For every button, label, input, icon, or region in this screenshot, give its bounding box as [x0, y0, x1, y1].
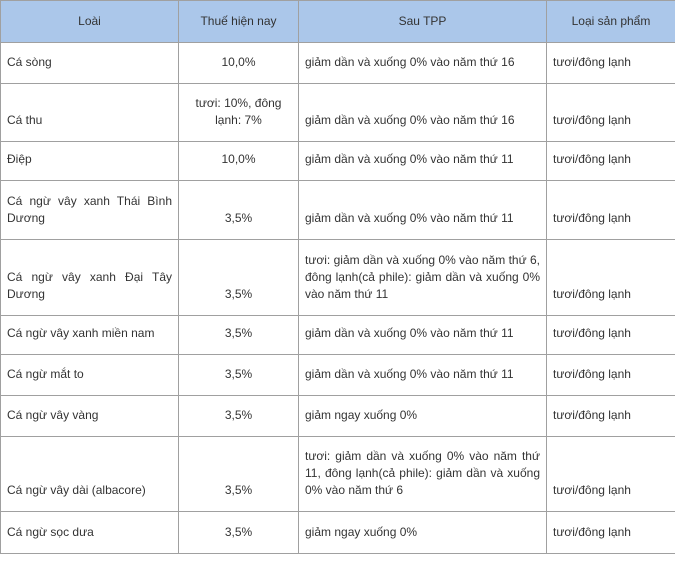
table-cell: giảm dần và xuống 0% vào năm thứ 11 [298, 315, 547, 355]
header-cell: Thuế hiện nay [178, 0, 299, 43]
table-cell: 3,5% [178, 511, 299, 554]
table-cell: tươi/đông lạnh [546, 180, 675, 240]
table-cell: Điệp [0, 141, 179, 181]
table-cell: tươi/đông lạnh [546, 83, 675, 142]
table-cell: 3,5% [178, 315, 299, 355]
table-cell: giảm dần và xuống 0% vào năm thứ 16 [298, 42, 547, 84]
header-row: Loài Thuế hiện nay Sau TPP Loại sản phẩm [0, 0, 675, 43]
table-cell: 10,0% [178, 42, 299, 84]
table-cell: 10,0% [178, 141, 299, 181]
table-cell: Cá ngừ mắt to [0, 354, 179, 396]
table-cell: giảm dần và xuống 0% vào năm thứ 16 [298, 83, 547, 142]
table-cell: giảm dần và xuống 0% vào năm thứ 11 [298, 141, 547, 181]
header-cell: Sau TPP [298, 0, 547, 43]
table-cell: tươi/đông lạnh [546, 354, 675, 396]
table-cell: 3,5% [178, 354, 299, 396]
table-row: Cá ngừ vây xanh miền nam 3,5% giảm dần và … [0, 315, 675, 355]
table-cell: giảm ngay xuống 0% [298, 511, 547, 554]
table-cell: Cá ngừ vây vàng [0, 395, 179, 437]
table-cell: tươi/đông lạnh [546, 511, 675, 554]
table-cell: Cá sòng [0, 42, 179, 84]
table-cell: tươi/đông lạnh [546, 436, 675, 512]
table-row: Cá sòng 10,0% giảm dần và xuống 0% vào năm… [0, 42, 675, 84]
table-cell: tươi: giảm dần và xuống 0% vào năm thứ 1… [298, 436, 547, 512]
table-cell: 3,5% [178, 436, 299, 512]
table-cell: tươi/đông lạnh [546, 141, 675, 181]
table-cell: tươi/đông lạnh [546, 395, 675, 437]
table-row: Cá ngừ vây xanh Thái Bình Dương 3,5% giảm … [0, 180, 675, 240]
table-cell: Cá ngừ vây xanh Thái Bình Dương [0, 180, 179, 240]
table-cell: giảm ngay xuống 0% [298, 395, 547, 437]
table-row: Cá ngừ vây xanh Đại Tây Dương 3,5% tươi: g… [0, 239, 675, 316]
table-cell: tươi/đông lạnh [546, 42, 675, 84]
table-cell: Cá ngừ vây xanh miền nam [0, 315, 179, 355]
table-cell: tươi: giảm dần và xuống 0% vào năm thứ 6… [298, 239, 547, 316]
table-cell: 3,5% [178, 395, 299, 437]
table-cell: Cá thu [0, 83, 179, 142]
table-cell: giảm dần và xuống 0% vào năm thứ 11 [298, 180, 547, 240]
header-cell: Loài [0, 0, 179, 43]
table-row: Cá ngừ mắt to 3,5% giảm dần và xuống 0% và… [0, 354, 675, 396]
table-cell: Cá ngừ vây xanh Đại Tây Dương [0, 239, 179, 316]
table-row: Cá thu tươi: 10%, đông lạnh: 7% giảm dần v… [0, 83, 675, 142]
table-cell: tươi: 10%, đông lạnh: 7% [178, 83, 299, 142]
table-cell: Cá ngừ sọc dưa [0, 511, 179, 554]
table-cell: 3,5% [178, 180, 299, 240]
table-row: Cá ngừ vây vàng 3,5% giảm ngay xuống 0% tươ… [0, 395, 675, 437]
table-body: Cá sòng 10,0% giảm dần và xuống 0% vào năm… [0, 42, 675, 554]
table-row: Cá ngừ vây dài (albacore) 3,5% tươi: giảm … [0, 436, 675, 512]
table-cell: 3,5% [178, 239, 299, 316]
table-row: Cá ngừ sọc dưa 3,5% giảm ngay xuống 0% tươi… [0, 511, 675, 554]
table-cell: Cá ngừ vây dài (albacore) [0, 436, 179, 512]
table-cell: giảm dần và xuống 0% vào năm thứ 11 [298, 354, 547, 396]
table-cell: tươi/đông lạnh [546, 315, 675, 355]
table-row: Điệp 10,0% giảm dần và xuống 0% vào năm th… [0, 141, 675, 181]
header-cell: Loại sản phẩm [546, 0, 675, 43]
table-cell: tươi/đông lạnh [546, 239, 675, 316]
